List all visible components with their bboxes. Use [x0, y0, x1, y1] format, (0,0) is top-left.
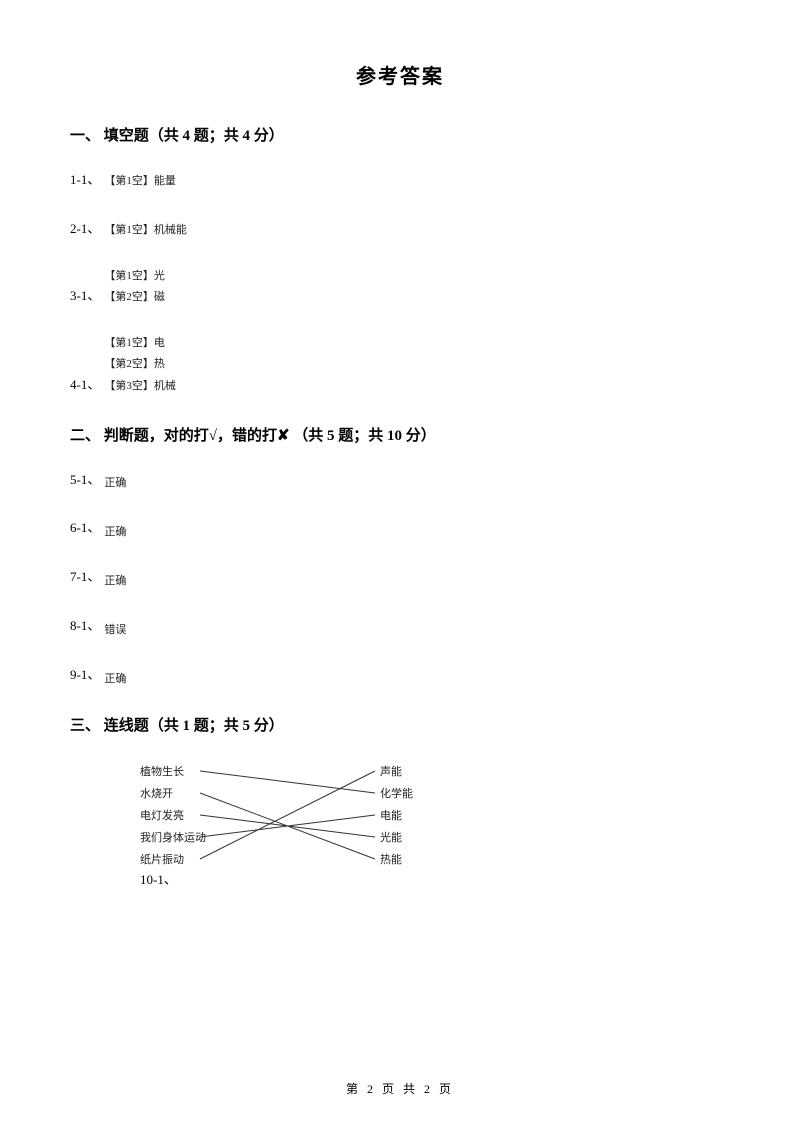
page-title: 参考答案	[70, 60, 730, 89]
match-left-label: 我们身体运动	[140, 830, 206, 844]
answer-label: 2-1、	[70, 219, 100, 240]
answer-6-1: 6-1、 正确	[70, 518, 730, 539]
match-left-label: 植物生长	[140, 764, 184, 778]
blank-line: 【第1空】机械能	[104, 222, 187, 240]
section-1-heading: 一、 填空题（共 4 题；共 4 分）	[70, 124, 730, 145]
answer-9-1: 9-1、 正确	[70, 665, 730, 686]
answer-5-1: 5-1、 正确	[70, 470, 730, 491]
answer-content: 【第1空】机械能	[104, 222, 187, 240]
match-right-label: 光能	[380, 830, 402, 844]
blank-line: 【第2空】热	[104, 356, 176, 374]
answer-label: 9-1、	[70, 665, 100, 686]
answer-text: 正确	[104, 572, 126, 588]
match-right-label: 声能	[380, 764, 402, 778]
match-left-label: 纸片振动	[140, 852, 184, 866]
answer-text: 错误	[104, 621, 126, 637]
answer-text: 正确	[104, 523, 126, 539]
match-right-label: 电能	[380, 808, 402, 822]
match-left-label: 水烧开	[140, 787, 173, 800]
answer-label: 3-1、	[70, 286, 100, 307]
answer-label: 6-1、	[70, 518, 100, 539]
answer-label: 4-1、	[70, 375, 100, 396]
section-2-heading: 二、 判断题，对的打√，错的打✘ （共 5 题；共 10 分）	[70, 424, 730, 445]
answer-3-1: 3-1、 【第1空】光 【第2空】磁	[70, 268, 730, 307]
answer-7-1: 7-1、 正确	[70, 567, 730, 588]
answer-content: 【第1空】电 【第2空】热 【第3空】机械	[104, 335, 176, 396]
answer-8-1: 8-1、 错误	[70, 616, 730, 637]
section-3-heading: 三、 连线题（共 1 题；共 5 分）	[70, 714, 730, 735]
answer-1-1: 1-1、 【第1空】能量	[70, 170, 730, 191]
answer-content: 【第1空】能量	[104, 173, 176, 191]
blank-line: 【第2空】磁	[104, 289, 165, 307]
answer-label: 5-1、	[70, 470, 100, 491]
answer-content: 【第1空】光 【第2空】磁	[104, 268, 165, 307]
answer-label: 8-1、	[70, 616, 100, 637]
answer-text: 正确	[104, 670, 126, 686]
matching-diagram: 植物生长水烧开电灯发亮我们身体运动纸片振动 声能化学能电能光能热能	[120, 760, 730, 890]
answer-label: 1-1、	[70, 170, 100, 191]
blank-line: 【第1空】电	[104, 335, 176, 353]
blank-line: 【第3空】机械	[104, 378, 176, 396]
answer-label: 7-1、	[70, 567, 100, 588]
answer-text: 正确	[104, 474, 126, 490]
match-right-label: 化学能	[380, 786, 413, 800]
match-right-label: 热能	[380, 852, 402, 866]
answer-4-1: 4-1、 【第1空】电 【第2空】热 【第3空】机械	[70, 335, 730, 396]
match-connection-line	[200, 771, 375, 859]
match-connection-line	[200, 771, 375, 793]
blank-line: 【第1空】能量	[104, 173, 176, 191]
match-left-label: 电灯发亮	[140, 808, 184, 822]
answer-2-1: 2-1、 【第1空】机械能	[70, 219, 730, 240]
blank-line: 【第1空】光	[104, 268, 165, 286]
page-footer: 第 2 页 共 2 页	[0, 1080, 800, 1097]
answer-label: 10-1、	[140, 869, 177, 888]
